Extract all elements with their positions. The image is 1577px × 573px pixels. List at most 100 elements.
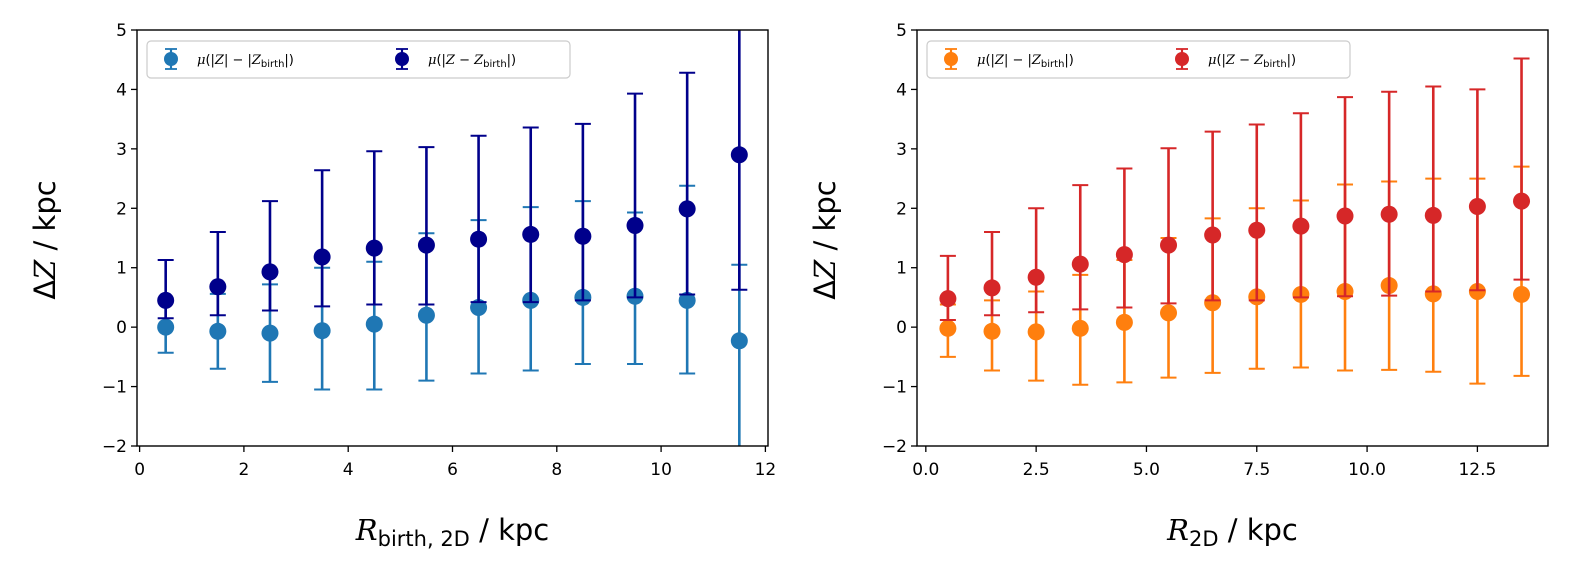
series-2 (939, 57, 1531, 322)
x-tick-label: 12 (755, 460, 777, 480)
data-point (1468, 282, 1486, 300)
data-point (1424, 285, 1442, 303)
data-point (417, 306, 435, 324)
legend-label: μ(|Z − Zbirth|) (1208, 53, 1296, 70)
y-tick-label: 4 (896, 80, 907, 100)
axes-frame (916, 29, 1549, 447)
y-tick-label: −2 (102, 437, 127, 457)
data-point (939, 290, 957, 308)
data-point (939, 319, 957, 337)
data-point (157, 318, 175, 336)
data-point (1513, 285, 1531, 303)
y-tick-label: 3 (116, 140, 127, 160)
series-2 (157, 30, 748, 320)
data-point (209, 278, 227, 296)
x-tick-label: 10.0 (1348, 460, 1386, 480)
x-axis-label: Rbirth, 2D / kpc (355, 513, 549, 551)
data-point (1160, 304, 1178, 322)
y-tick-label: 0 (116, 318, 127, 338)
data-point (730, 146, 748, 164)
legend-label: μ(|Z| − |Zbirth|) (977, 53, 1074, 70)
x-tick-label: 6 (447, 460, 458, 480)
x-tick-label: 0.0 (912, 460, 939, 480)
y-tick-label: 0 (896, 318, 907, 338)
data-point (1115, 246, 1133, 264)
data-point (983, 279, 1001, 297)
data-point (261, 263, 279, 281)
data-point (209, 322, 227, 340)
x-axis-label: R2D / kpc (1166, 513, 1298, 551)
data-point (1468, 198, 1486, 216)
legend-marker (1175, 52, 1189, 66)
x-tick-label: 8 (551, 460, 562, 480)
legend-label: μ(|Z| − |Zbirth|) (197, 53, 294, 70)
plot-area (157, 30, 748, 446)
y-tick-label: −1 (882, 378, 907, 398)
x-tick-label: 10 (650, 460, 672, 480)
y-axis-label: ΔZ / kpc (28, 180, 62, 299)
legend: μ(|Z| − |Zbirth|) μ(|Z − Zbirth|) (926, 40, 1351, 79)
x-tick-label: 5.0 (1133, 460, 1160, 480)
data-point (983, 322, 1001, 340)
data-point (470, 230, 488, 248)
y-tick-label: 1 (116, 259, 127, 279)
legend-box (926, 40, 1351, 79)
y-tick-label: 5 (116, 21, 127, 41)
data-point (1380, 205, 1398, 223)
data-point (1160, 236, 1178, 254)
data-point (313, 248, 331, 266)
data-point (730, 332, 748, 350)
data-point (678, 200, 696, 218)
legend-box (146, 40, 571, 79)
data-point (1071, 255, 1089, 273)
legend-marker (164, 52, 178, 66)
data-point (1292, 217, 1310, 235)
data-point (313, 322, 331, 340)
legend-marker (944, 52, 958, 66)
x-tick-label: 2.5 (1023, 460, 1050, 480)
x-tick-label: 12.5 (1458, 460, 1496, 480)
series-1 (157, 184, 748, 446)
data-point (1336, 207, 1354, 225)
data-point (365, 315, 383, 333)
y-tick-label: 5 (896, 21, 907, 41)
data-point (261, 324, 279, 342)
data-point (1513, 192, 1531, 210)
data-point (574, 227, 592, 245)
data-point (522, 225, 540, 243)
data-point (1424, 206, 1442, 224)
y-tick-label: 3 (896, 140, 907, 160)
y-tick-label: 2 (896, 199, 907, 219)
data-point (1071, 319, 1089, 337)
axes-frame (136, 29, 769, 447)
y-tick-label: 2 (116, 199, 127, 219)
y-tick-label: 4 (116, 80, 127, 100)
x-tick-label: 2 (238, 460, 249, 480)
data-point (417, 236, 435, 254)
y-tick-label: −2 (882, 437, 907, 457)
legend-marker (395, 52, 409, 66)
data-point (1204, 226, 1222, 244)
data-point (1248, 221, 1266, 239)
data-point (626, 217, 644, 235)
plot-area (939, 57, 1531, 386)
data-point (365, 239, 383, 257)
data-point (1115, 313, 1133, 331)
data-point (1027, 323, 1045, 341)
legend: μ(|Z| − |Zbirth|) μ(|Z − Zbirth|) (146, 40, 571, 79)
data-point (1204, 294, 1222, 312)
x-tick-label: 7.5 (1243, 460, 1270, 480)
x-tick-label: 0 (134, 460, 145, 480)
y-axis-label: ΔZ / kpc (808, 180, 842, 299)
data-point (678, 291, 696, 309)
legend-label: μ(|Z − Zbirth|) (428, 53, 516, 70)
y-tick-label: −1 (102, 378, 127, 398)
data-point (157, 291, 175, 309)
y-tick-label: 1 (896, 259, 907, 279)
data-point (470, 299, 488, 317)
data-point (1027, 268, 1045, 286)
panel-right: 0.0 2.5 5.0 7.5 10.0 12.5 −2 −1 0 1 2 3 4 5 R2D / kpc Δ… (808, 21, 1549, 551)
x-tick-label: 4 (343, 460, 354, 480)
